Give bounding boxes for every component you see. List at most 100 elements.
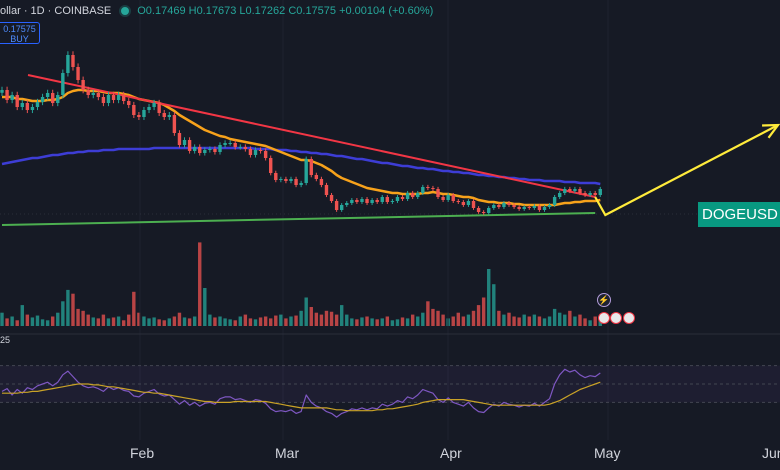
candle-body [329, 195, 334, 201]
candle-body [111, 95, 116, 100]
candle-body [127, 101, 131, 105]
volume-bar [40, 319, 45, 326]
buy-price: 0.17575 [3, 24, 36, 34]
volume-bar [218, 316, 222, 326]
bolt-icon[interactable]: ⚡ [597, 293, 611, 307]
volume-bar [355, 319, 359, 326]
candle-body [593, 193, 597, 195]
candle-body [294, 179, 298, 185]
buy-button[interactable]: 0.17575 BUY [0, 22, 40, 44]
volume-bar [339, 305, 344, 326]
candle-body [345, 203, 349, 205]
volume-bar [284, 318, 288, 326]
candle-body [208, 149, 212, 150]
candle-body [598, 189, 602, 195]
volume-bar [269, 318, 273, 326]
ema-fast-line [2, 88, 601, 207]
volume-bar [223, 318, 227, 326]
candle-body [121, 95, 126, 101]
volume-bar [385, 316, 390, 326]
us-flag-event-icon[interactable] [598, 312, 610, 324]
volume-bar [400, 317, 405, 326]
volume-bar [390, 320, 395, 326]
projection-arrowhead [762, 123, 780, 139]
volume-bar [588, 320, 592, 326]
candle-body [132, 105, 136, 115]
symbol-info[interactable]: ollar · 1D · COINBASE [0, 5, 112, 17]
candle-body [319, 179, 324, 185]
candle-body [137, 115, 141, 117]
volume-bar [289, 316, 293, 326]
volume-bar [568, 310, 572, 326]
volume-bar [279, 314, 283, 326]
chart-header: ollar · 1D · COINBASE O0.17469 H0.17673 … [0, 3, 433, 19]
volume-bar [263, 316, 268, 326]
candle-body [365, 199, 369, 203]
candle-body [192, 147, 197, 151]
candle-body [385, 197, 390, 202]
candle-body [563, 189, 567, 193]
candle-body [71, 55, 75, 67]
projection-arrow [594, 123, 780, 217]
candle-body [152, 103, 156, 107]
volume-bar [106, 318, 111, 326]
volume-bar [375, 319, 379, 326]
candle-body [568, 189, 572, 191]
us-flag-event-icon[interactable] [610, 312, 622, 324]
candle-body [583, 193, 587, 195]
candle-body [203, 150, 207, 153]
volume-bar [324, 310, 329, 326]
candle-body [223, 143, 227, 145]
volume-bar [512, 316, 516, 326]
volume-bar [365, 316, 369, 326]
volume-bar [96, 318, 101, 326]
volume-bar [314, 312, 319, 326]
candle-body [243, 147, 248, 149]
candle-body [355, 200, 359, 202]
candle-body [269, 158, 273, 173]
volume-bar [116, 316, 121, 326]
volume-bar [35, 315, 40, 326]
candle-body [213, 149, 217, 152]
candle-body [304, 159, 308, 183]
volume-bar [172, 316, 177, 326]
candle-body [552, 197, 557, 205]
x-axis-label: Jun [762, 445, 780, 461]
volume-bar [253, 319, 258, 326]
candle-body [172, 115, 177, 133]
volume-bar [0, 312, 4, 326]
rsi-ma-line [2, 381, 601, 412]
volume-bar [497, 310, 501, 326]
volume-bars [0, 242, 602, 326]
candle-body [547, 205, 552, 207]
volume-bar [228, 319, 232, 326]
candle-body [512, 205, 516, 207]
volume-bar [426, 301, 430, 326]
candle-body [436, 189, 440, 197]
candle-body [522, 207, 526, 209]
volume-bar [25, 314, 30, 326]
volume-bar [471, 310, 476, 326]
candle-body [558, 193, 562, 197]
volume-bar [192, 316, 197, 326]
volume-bar [10, 316, 14, 326]
volume-bar [61, 301, 65, 326]
volume-bar [329, 311, 334, 326]
candle-body [334, 201, 339, 210]
candle-body [30, 107, 35, 110]
candle-body [167, 115, 172, 117]
x-axis-label: Apr [440, 445, 462, 461]
candle-body [588, 193, 592, 195]
volume-bar [121, 320, 126, 326]
volume-bar [162, 320, 166, 326]
buy-label: BUY [10, 34, 29, 44]
candle-body [76, 67, 80, 80]
volume-bar [137, 312, 141, 326]
candle-body [350, 200, 354, 203]
us-flag-event-icon[interactable] [623, 312, 635, 324]
volume-bar [350, 318, 354, 326]
candle-body [182, 140, 187, 145]
candle-body [375, 200, 379, 202]
candle-body [471, 201, 476, 208]
